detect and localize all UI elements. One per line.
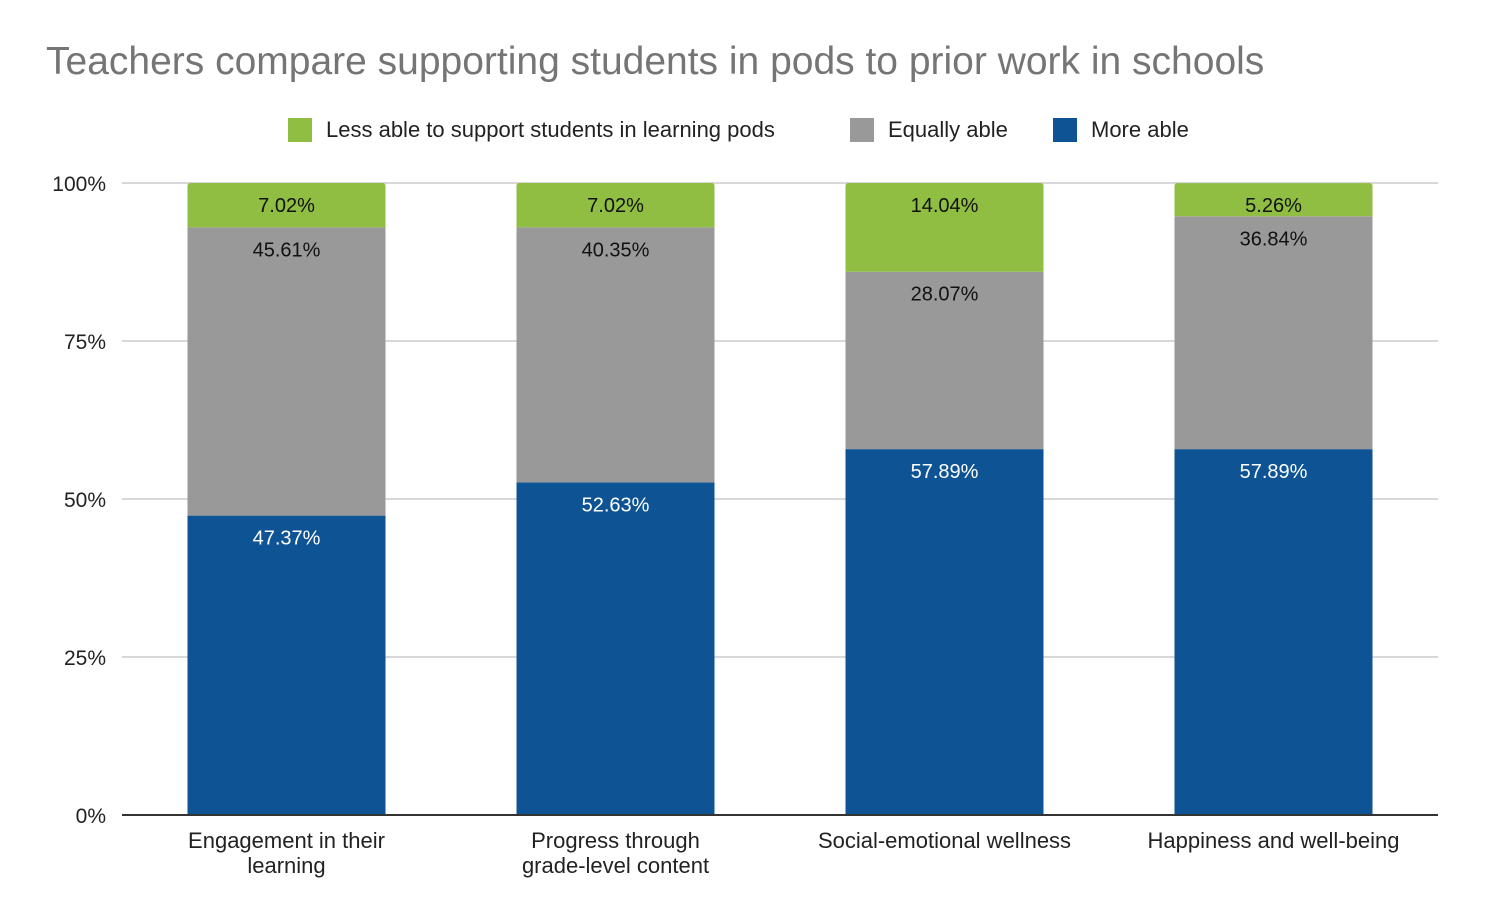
bar-segment bbox=[1174, 449, 1373, 815]
data-label: 5.26% bbox=[1245, 195, 1302, 217]
data-label: 52.63% bbox=[582, 494, 650, 516]
data-label: 57.89% bbox=[911, 461, 979, 483]
bar-segment bbox=[516, 183, 715, 228]
data-label: 57.89% bbox=[1240, 461, 1308, 483]
legend-label: More able bbox=[1091, 117, 1189, 142]
data-label: 47.37% bbox=[253, 528, 321, 550]
x-tick-label: Progress through bbox=[531, 828, 700, 853]
bar-segment bbox=[516, 482, 715, 815]
data-label: 28.07% bbox=[911, 284, 979, 306]
bar-segment bbox=[845, 183, 1044, 272]
x-tick-label: Happiness and well-being bbox=[1148, 828, 1400, 853]
data-label: 7.02% bbox=[258, 195, 315, 217]
x-tick-label: Social-emotional wellness bbox=[818, 828, 1071, 853]
chart-title: Teachers compare supporting students in … bbox=[46, 40, 1265, 83]
x-tick-label: learning bbox=[247, 853, 325, 878]
y-tick-label: 75% bbox=[64, 331, 106, 354]
legend-label: Equally able bbox=[888, 117, 1008, 142]
legend-swatch bbox=[288, 118, 312, 142]
data-label: 7.02% bbox=[587, 195, 644, 217]
x-tick-label: grade-level content bbox=[522, 853, 709, 878]
y-tick-label: 0% bbox=[76, 805, 106, 828]
bar-segment bbox=[516, 227, 715, 483]
bar-segment bbox=[187, 183, 386, 228]
bar-segment bbox=[845, 449, 1044, 815]
bar-segment bbox=[1174, 183, 1373, 217]
bar-segment bbox=[1174, 216, 1373, 450]
data-label: 14.04% bbox=[911, 195, 979, 217]
legend-label: Less able to support students in learnin… bbox=[326, 117, 775, 142]
y-tick-label: 100% bbox=[52, 173, 106, 196]
bar-segment bbox=[187, 515, 386, 815]
legend-swatch bbox=[1053, 118, 1077, 142]
data-label: 45.61% bbox=[253, 239, 321, 261]
data-label: 36.84% bbox=[1240, 228, 1308, 250]
data-label: 40.35% bbox=[582, 239, 650, 261]
x-tick-label: Engagement in their bbox=[188, 828, 385, 853]
legend-swatch bbox=[850, 118, 874, 142]
y-tick-label: 50% bbox=[64, 489, 106, 512]
bar-segment bbox=[845, 271, 1044, 450]
y-tick-label: 25% bbox=[64, 647, 106, 670]
bar-segment bbox=[187, 227, 386, 516]
